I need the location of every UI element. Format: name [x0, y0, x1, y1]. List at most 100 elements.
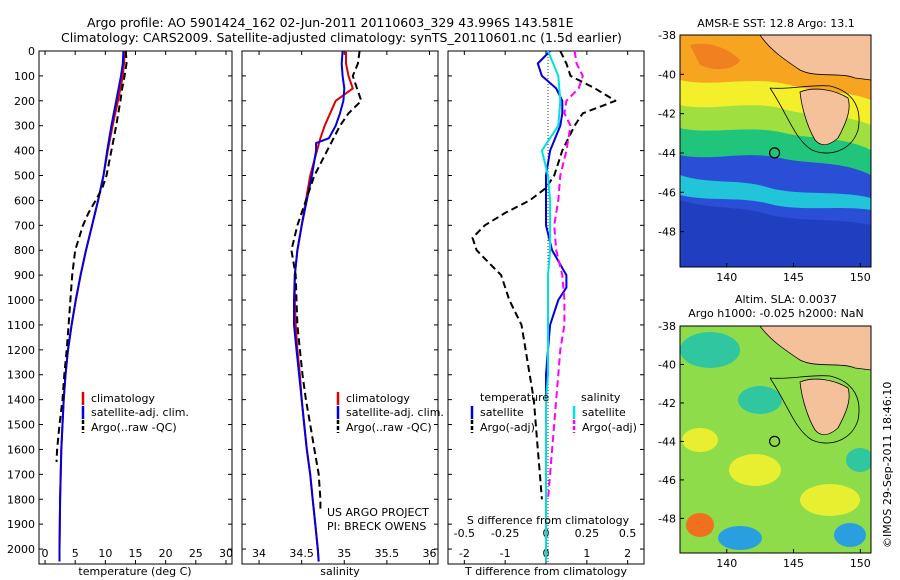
s-diff-tick-label: 0.5	[619, 527, 637, 540]
sla-patch	[686, 513, 714, 537]
legend-label-satellite: satellite-adj. clim.	[346, 406, 444, 419]
map-lat-label: -48	[658, 226, 676, 239]
salinity-legend: climatology satellite-adj. clim. Argo(..…	[336, 392, 444, 434]
t-diff-tick-label: 1	[583, 547, 590, 560]
salinity-xlabel: salinity	[320, 565, 360, 578]
sla-y-ticks: -38 -40 -42 -44 -46 -48	[658, 320, 684, 525]
project-annotation: US ARGO PROJECT	[327, 506, 429, 519]
difference-panel: -2 -1 0 1 2-0.5 -0.25 0 0.25 0.5 T difference fr…	[447, 50, 645, 578]
salinity-y-ticks	[242, 50, 438, 550]
map-lat-label: -38	[658, 29, 676, 42]
map-lon-label: 150	[850, 271, 871, 284]
sla-heatmap	[680, 326, 871, 553]
sla-patch	[718, 526, 762, 550]
legend-title-salinity: salinity	[581, 391, 621, 404]
depth-tick-label: 1400	[7, 394, 35, 407]
x-tick-label: 25	[189, 547, 203, 560]
depth-tick-label: 1800	[7, 493, 35, 506]
series-line-p1-1	[58, 51, 125, 562]
sst-mainland	[759, 35, 871, 81]
sla-patch	[834, 523, 866, 547]
depth-tick-label: 400	[14, 145, 35, 158]
t-diff-xlabel: T difference from climatology	[464, 565, 627, 578]
sla-patch	[680, 332, 740, 368]
salinity-series	[290, 51, 363, 562]
x-tick-label: 35.5	[375, 547, 400, 560]
temperature-x-ticks: 0 5 10 15 20 25 30	[42, 51, 233, 564]
legend-label-argo: Argo(..raw -QC)	[91, 421, 177, 434]
sst-map-panel: AMSR-E SST: 12.8 Argo: 13.1 140 145 150 -3…	[658, 17, 872, 284]
sla-contour	[769, 375, 860, 444]
x-tick-label: 34.5	[289, 547, 314, 560]
sla-argo-marker	[768, 435, 781, 447]
sla-patch	[682, 428, 718, 452]
map-lat-label: -46	[658, 186, 676, 199]
legend-label-climatology: climatology	[91, 392, 155, 405]
sla-patch	[846, 448, 871, 472]
s-diff-tick-label: -0.5	[454, 527, 475, 540]
map-lon-label: 140	[716, 271, 737, 284]
sst-heatmap	[680, 35, 871, 267]
legend-label-argo: Argo(..raw -QC)	[346, 421, 432, 434]
sla-map-panel: Altim. SLA: 0.0037 Argo h1000: -0.025 h2…	[658, 293, 872, 570]
map-lat-label: -44	[658, 435, 676, 448]
sst-cold-water	[680, 200, 871, 267]
pi-annotation: PI: BRECK OWENS	[327, 520, 426, 533]
map-lat-label: -48	[658, 512, 676, 525]
sla-x-ticks: 140 145 150	[716, 549, 871, 570]
legend-label-satellite: satellite-adj. clim.	[91, 406, 189, 419]
depth-tick-label: 600	[14, 194, 35, 207]
temperature-series	[55, 51, 128, 562]
imos-stamp: ©IMOS 29-Sep-2011 18:46:10	[881, 382, 894, 548]
difference-legend: temperature salinity satellite Argo(-adj…	[470, 391, 637, 434]
sla-map-title: Altim. SLA: 0.0037	[735, 293, 837, 306]
legend-label-t-argo: Argo(-adj)	[480, 421, 535, 434]
sst-x-ticks: 140 145 150	[716, 263, 871, 284]
depth-tick-label: 200	[14, 95, 35, 108]
depth-tick-labels: 0 100 200 300 400 500 600 700 800 900 1000 1100 1200…	[7, 45, 232, 556]
salinity-x-ticks: 34 34.5 35 35.5 36	[252, 51, 436, 564]
map-lon-label: 145	[783, 557, 804, 570]
t-diff-tick-label: -2	[459, 547, 470, 560]
difference-y-ticks	[448, 50, 644, 550]
sla-patch	[800, 484, 860, 516]
x-tick-label: 0	[42, 547, 49, 560]
s-diff-tick-label: -0.25	[491, 527, 519, 540]
temperature-legend: climatology satellite-adj. clim. Argo(..…	[81, 392, 189, 434]
x-tick-label: 34	[252, 547, 266, 560]
depth-tick-label: 100	[14, 70, 35, 83]
sla-tasmania	[799, 378, 850, 436]
difference-series	[471, 51, 617, 562]
sla-axes-box	[679, 325, 872, 554]
series-line-p3-1	[471, 51, 617, 500]
depth-tick-label: 0	[28, 45, 35, 58]
depth-tick-label: 2000	[7, 543, 35, 556]
t-diff-tick-label: -1	[500, 547, 511, 560]
legend-label-s-satellite: satellite	[582, 406, 626, 419]
series-line-p2-1	[293, 51, 346, 562]
map-lat-label: -38	[658, 320, 676, 333]
map-lat-label: -42	[658, 108, 676, 121]
map-lat-label: -40	[658, 68, 676, 81]
map-lon-label: 140	[716, 557, 737, 570]
sla-patch	[738, 386, 782, 414]
depth-tick-label: 1000	[7, 294, 35, 307]
t-diff-tick-label: 2	[624, 547, 631, 560]
depth-tick-label: 900	[14, 269, 35, 282]
depth-tick-label: 1500	[7, 419, 35, 432]
x-tick-label: 10	[98, 547, 112, 560]
map-lat-label: -42	[658, 397, 676, 410]
depth-tick-label: 1600	[7, 443, 35, 456]
map-lon-label: 150	[850, 557, 871, 570]
map-lon-label: 145	[783, 271, 804, 284]
depth-tick-label: 300	[14, 120, 35, 133]
legend-label-s-argo: Argo(-adj)	[582, 421, 637, 434]
sst-cyan-band	[680, 175, 871, 210]
x-tick-label: 15	[129, 547, 143, 560]
legend-label-t-satellite: satellite	[480, 406, 524, 419]
sla-mainland	[759, 326, 871, 371]
depth-tick-label: 1200	[7, 344, 35, 357]
salinity-axes-box	[241, 50, 439, 565]
x-tick-label: 30	[219, 547, 233, 560]
sst-axes-box	[679, 34, 872, 268]
